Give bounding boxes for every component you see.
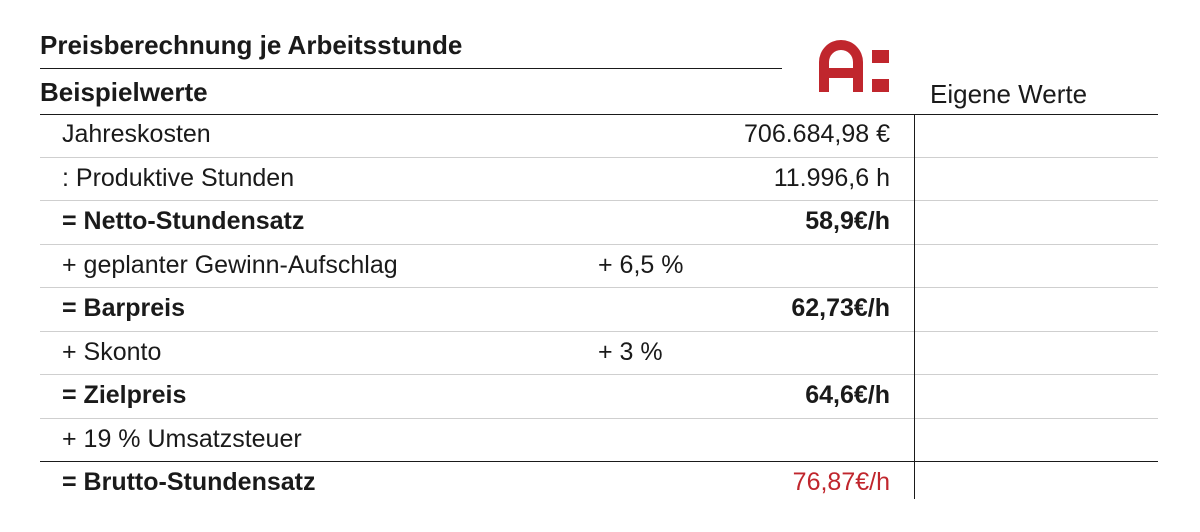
row-value: 64,6€/h	[805, 381, 890, 409]
row-value: 706.684,98 €	[744, 120, 890, 148]
row-jahreskosten: Jahreskosten 706.684,98 €	[40, 114, 1158, 158]
section-subtitle: Beispielwerte	[40, 77, 208, 107]
calculation-table: Jahreskosten 706.684,98 € : Produktive S…	[40, 114, 1158, 505]
row-label: Jahreskosten	[62, 120, 211, 148]
row-netto-stundensatz: = Netto-Stundensatz 58,9€/h	[40, 201, 1158, 245]
row-gewinn-aufschlag: + geplanter Gewinn-Aufschlag + 6,5 %	[40, 245, 1158, 288]
header-divider	[40, 114, 1158, 115]
row-percentage: + 3 %	[598, 337, 663, 366]
row-value: 11.996,6 h	[773, 163, 890, 192]
row-value: 58,9€/h	[805, 207, 890, 235]
row-label: = Brutto-Stundensatz	[62, 468, 316, 496]
row-label: + Skonto	[62, 337, 162, 366]
row-value: 62,73€/h	[791, 294, 890, 322]
row-label: + 19 % Umsatzsteuer	[62, 424, 302, 453]
row-umsatzsteuer: + 19 % Umsatzsteuer	[40, 419, 1158, 462]
column-divider	[914, 114, 915, 499]
own-values-header: Eigene Werte	[930, 79, 1088, 109]
brand-logo	[819, 40, 889, 92]
row-produktive-stunden: : Produktive Stunden 11.996,6 h	[40, 158, 1158, 201]
row-percentage: + 6,5 %	[598, 250, 684, 279]
row-label: = Barpreis	[62, 294, 185, 322]
row-value-highlight: 76,87€/h	[792, 468, 890, 496]
row-skonto: + Skonto + 3 %	[40, 332, 1158, 375]
row-zielpreis: = Zielpreis 64,6€/h	[40, 375, 1158, 419]
row-label: = Netto-Stundensatz	[62, 207, 305, 235]
page-title: Preisberechnung je Arbeitsstunde	[40, 30, 463, 60]
row-label: + geplanter Gewinn-Aufschlag	[62, 250, 398, 279]
row-brutto-stundensatz: = Brutto-Stundensatz 76,87€/h	[40, 462, 1158, 505]
row-label: = Zielpreis	[62, 381, 187, 409]
row-label: : Produktive Stunden	[62, 163, 295, 192]
title-divider	[40, 68, 782, 69]
row-barpreis: = Barpreis 62,73€/h	[40, 288, 1158, 332]
